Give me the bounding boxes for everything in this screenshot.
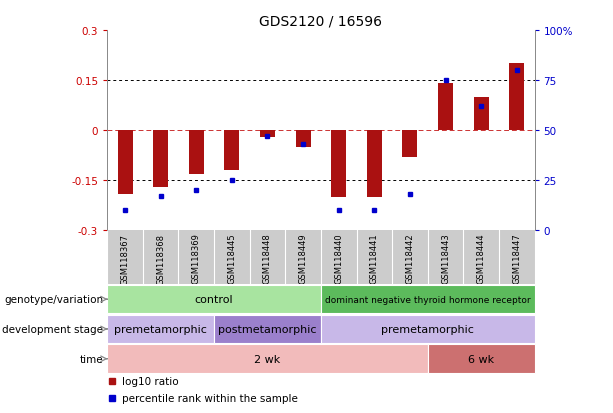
Text: 2 wk: 2 wk xyxy=(254,354,281,364)
Bar xyxy=(331,131,346,197)
Bar xyxy=(321,285,535,314)
Text: percentile rank within the sample: percentile rank within the sample xyxy=(122,393,298,403)
Text: GSM118448: GSM118448 xyxy=(263,233,272,284)
Bar xyxy=(403,131,417,158)
Bar xyxy=(107,344,428,373)
Bar xyxy=(118,131,132,194)
Text: dominant negative thyroid hormone receptor: dominant negative thyroid hormone recept… xyxy=(325,295,530,304)
Bar xyxy=(189,131,204,174)
Text: GSM118367: GSM118367 xyxy=(121,233,129,284)
Text: GSM118444: GSM118444 xyxy=(477,233,485,283)
Text: GSM118443: GSM118443 xyxy=(441,233,450,284)
Text: GSM118447: GSM118447 xyxy=(512,233,521,284)
Text: GSM118369: GSM118369 xyxy=(192,233,201,284)
Bar xyxy=(474,97,489,131)
Bar xyxy=(509,64,524,131)
Title: GDS2120 / 16596: GDS2120 / 16596 xyxy=(259,14,383,28)
Bar xyxy=(295,131,311,147)
Bar xyxy=(107,285,321,314)
Bar xyxy=(107,315,214,344)
Text: premetamorphic: premetamorphic xyxy=(114,324,207,334)
Bar xyxy=(260,131,275,138)
Bar xyxy=(214,315,321,344)
Text: 6 wk: 6 wk xyxy=(468,354,494,364)
Text: GSM118449: GSM118449 xyxy=(299,233,308,283)
Bar xyxy=(321,315,535,344)
Text: log10 ratio: log10 ratio xyxy=(122,375,179,386)
Bar xyxy=(367,131,382,197)
Text: genotype/variation: genotype/variation xyxy=(4,294,103,304)
Bar xyxy=(224,131,239,171)
Text: GSM118368: GSM118368 xyxy=(156,233,165,284)
Text: premetamorphic: premetamorphic xyxy=(381,324,474,334)
Text: GSM118441: GSM118441 xyxy=(370,233,379,283)
Text: GSM118440: GSM118440 xyxy=(334,233,343,283)
Bar xyxy=(153,131,168,188)
Text: control: control xyxy=(195,294,234,304)
Bar xyxy=(428,344,535,373)
Text: GSM118445: GSM118445 xyxy=(227,233,237,283)
Text: development stage: development stage xyxy=(2,324,103,334)
Bar xyxy=(438,84,453,131)
Text: postmetamorphic: postmetamorphic xyxy=(218,324,317,334)
Text: time: time xyxy=(79,354,103,364)
Text: GSM118442: GSM118442 xyxy=(405,233,414,283)
